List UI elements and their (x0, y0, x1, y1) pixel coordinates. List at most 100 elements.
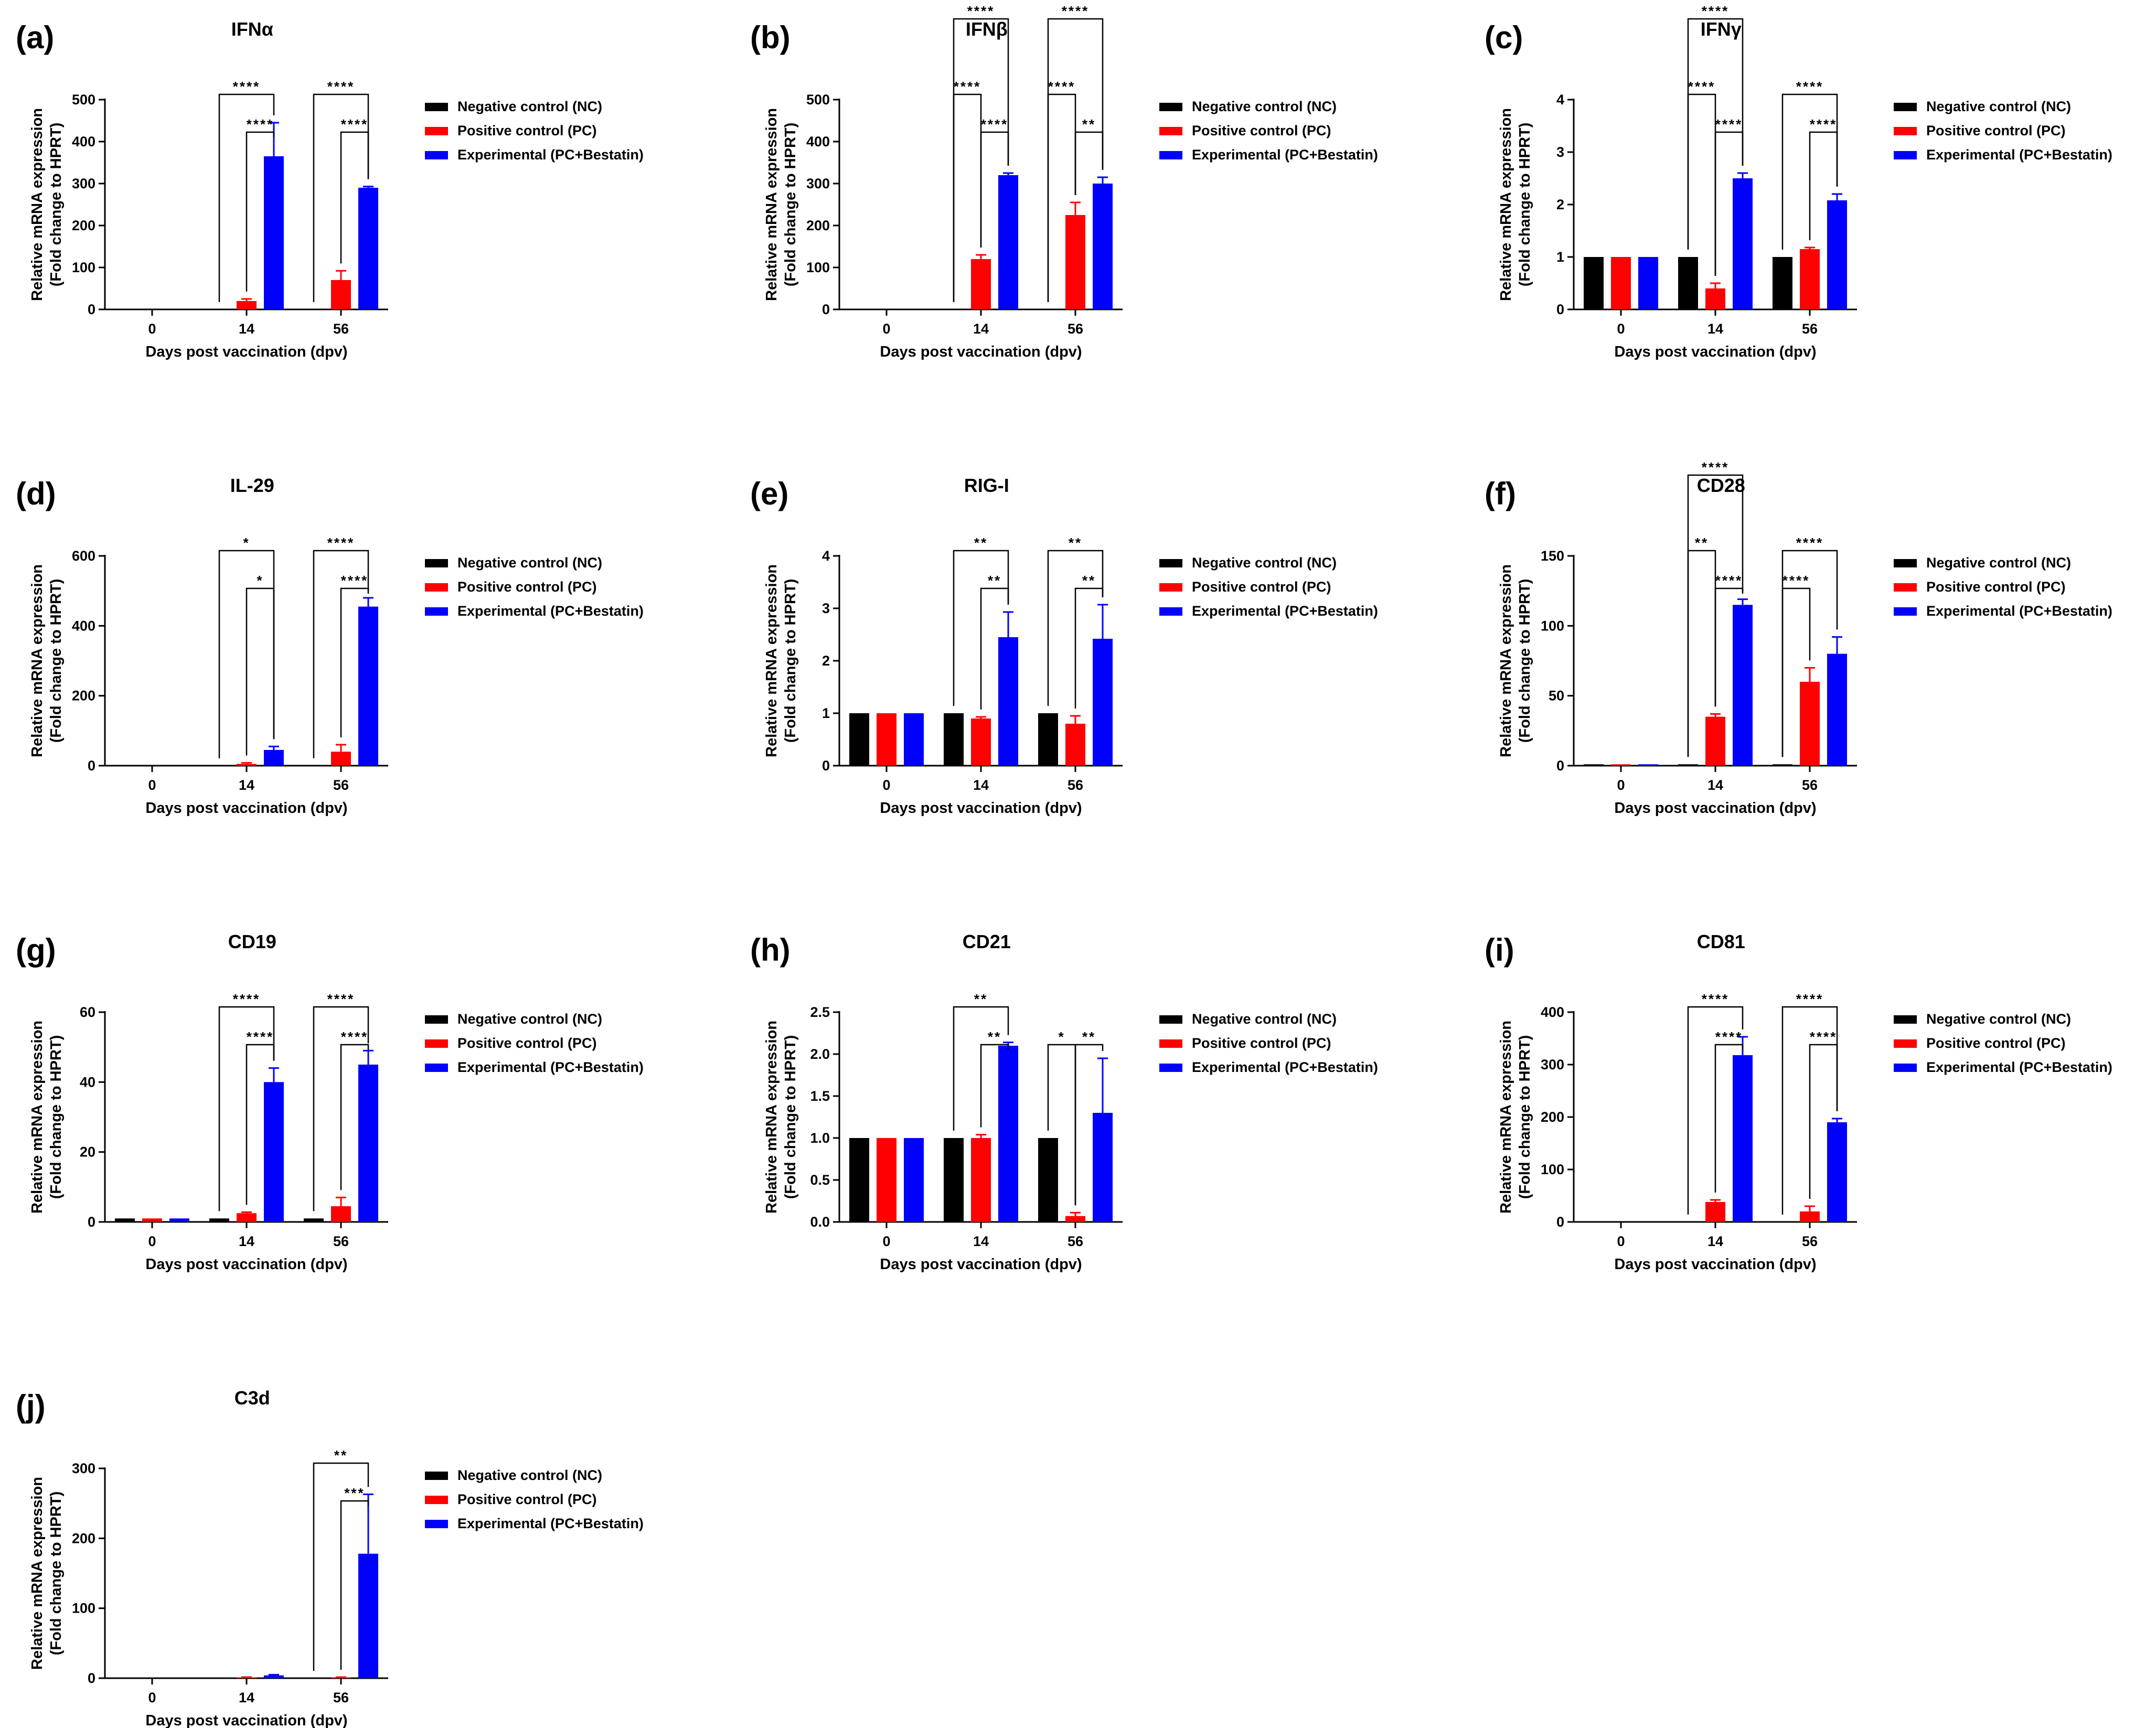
y-axis-label: Relative mRNA expression (Fold change to … (1498, 108, 1533, 301)
y-tick-label: 200 (72, 218, 95, 233)
legend-swatch-exp (1894, 151, 1917, 159)
significance-label: * (243, 535, 250, 551)
y-tick-label: 4 (1556, 92, 1564, 108)
significance-label: **** (1688, 79, 1715, 94)
x-tick-label: 56 (1802, 1233, 1818, 1249)
bar-pc (1065, 215, 1085, 309)
x-tick-label: 0 (1617, 777, 1625, 793)
panel-letter: (i) (1485, 932, 1514, 968)
bar-pc (331, 752, 351, 766)
legend-swatch-pc (425, 1496, 448, 1504)
y-tick-label: 20 (80, 1144, 95, 1160)
legend-swatch-pc (1159, 583, 1182, 592)
y-axis-label-line: Relative mRNA expression (1498, 1021, 1514, 1214)
y-axis-label: Relative mRNA expression (Fold change to … (1498, 564, 1533, 757)
significance-bracket (1687, 93, 1716, 276)
y-axis-label-line: (Fold change to HPRT) (1517, 1035, 1533, 1199)
bar-nc (1584, 764, 1604, 766)
bar-exp (1638, 764, 1658, 766)
significance-label: ** (334, 1447, 348, 1463)
significance-bracket (1074, 587, 1104, 709)
legend-label: Experimental (PC+Bestatin) (457, 603, 644, 619)
y-tick-label: 400 (72, 618, 95, 634)
significance-label: ** (1082, 116, 1096, 132)
y-tick-label: 600 (72, 548, 95, 564)
significance-bracket (246, 131, 275, 292)
bar-nc (849, 713, 869, 766)
chart-title: C3d (234, 1387, 270, 1409)
bar-exp (264, 1675, 284, 1678)
bar-pc (237, 764, 257, 766)
significance-label: **** (1796, 991, 1823, 1007)
y-tick-label: 300 (1541, 1057, 1564, 1072)
significance-bracket (340, 131, 369, 264)
legend-label: Experimental (PC+Bestatin) (1926, 1059, 2112, 1075)
legend-swatch-nc (425, 559, 448, 567)
legend-swatch-nc (1159, 103, 1182, 111)
bar-nc (209, 1218, 229, 1222)
chart-panel-g: (g) CD19 Relative mRNA expression (Fold cha… (16, 931, 644, 1273)
significance-label: **** (954, 79, 981, 94)
chart-title: RIG-I (964, 475, 1009, 496)
chart-title: CD28 (1697, 475, 1745, 496)
legend-label: Positive control (PC) (1926, 123, 2066, 138)
significance-label: **** (1715, 116, 1743, 132)
significance-label: **** (1702, 991, 1729, 1007)
significance-label: *** (344, 1485, 365, 1501)
legend-label: Experimental (PC+Bestatin) (457, 1516, 644, 1531)
y-axis-label: Relative mRNA expression (Fold change to … (29, 1021, 65, 1214)
legend-label: Negative control (NC) (457, 99, 602, 114)
bar-pc (877, 1138, 896, 1222)
bar-pc (1065, 724, 1085, 766)
significance-label: **** (1702, 459, 1729, 475)
legend-swatch-exp (425, 1064, 448, 1072)
bar-nc (1678, 257, 1698, 309)
x-axis-label: Days post vaccination (dpv) (145, 344, 347, 360)
y-tick-label: 300 (806, 176, 830, 191)
y-tick-label: 2 (1556, 197, 1564, 212)
y-axis-label-line: Relative mRNA expression (763, 108, 780, 301)
y-axis-label-line: (Fold change to HPRT) (782, 1035, 799, 1199)
y-tick-label: 2 (822, 653, 830, 669)
significance-bracket (953, 1006, 1009, 1131)
x-tick-label: 14 (239, 321, 254, 337)
y-axis-label-line: (Fold change to HPRT) (48, 1035, 65, 1199)
legend-swatch-exp (1894, 1064, 1917, 1072)
y-tick-label: 100 (72, 260, 95, 275)
significance-label: **** (967, 3, 995, 19)
legend-label: Experimental (PC+Bestatin) (457, 1059, 644, 1075)
significance-bracket (1074, 1044, 1104, 1206)
significance-label: **** (1796, 535, 1823, 551)
bar-pc (1800, 682, 1820, 766)
y-tick-label: 0 (88, 758, 95, 774)
bar-pc (877, 713, 896, 766)
x-axis-label: Days post vaccination (dpv) (145, 1256, 347, 1273)
x-tick-label: 0 (1617, 1233, 1625, 1249)
legend-swatch-nc (1159, 559, 1182, 567)
y-tick-label: 400 (72, 134, 95, 149)
y-tick-label: 3 (822, 600, 830, 616)
bar-exp (1827, 1122, 1847, 1222)
legend-swatch-nc (425, 1472, 448, 1480)
significance-bracket (313, 1462, 369, 1671)
bar-exp (264, 156, 284, 309)
y-tick-label: 0.5 (810, 1172, 830, 1188)
y-tick-label: 400 (1541, 1004, 1564, 1020)
significance-label: **** (327, 79, 355, 94)
y-tick-label: 1.0 (810, 1130, 830, 1146)
y-axis-label-line: Relative mRNA expression (29, 1477, 46, 1670)
bar-exp (1733, 1055, 1753, 1222)
legend-label: Positive control (PC) (457, 579, 597, 595)
y-axis-label-line: (Fold change to HPRT) (48, 123, 65, 287)
y-tick-label: 4 (822, 548, 830, 564)
legend-swatch-pc (425, 127, 448, 135)
bar-exp (1733, 605, 1753, 766)
y-tick-label: 50 (1549, 688, 1564, 704)
y-tick-label: 500 (806, 92, 830, 108)
bar-exp (358, 188, 378, 309)
x-tick-label: 14 (973, 1233, 989, 1249)
legend-swatch-exp (1159, 151, 1182, 159)
y-tick-label: 300 (72, 176, 95, 191)
legend-swatch-pc (1159, 127, 1182, 135)
